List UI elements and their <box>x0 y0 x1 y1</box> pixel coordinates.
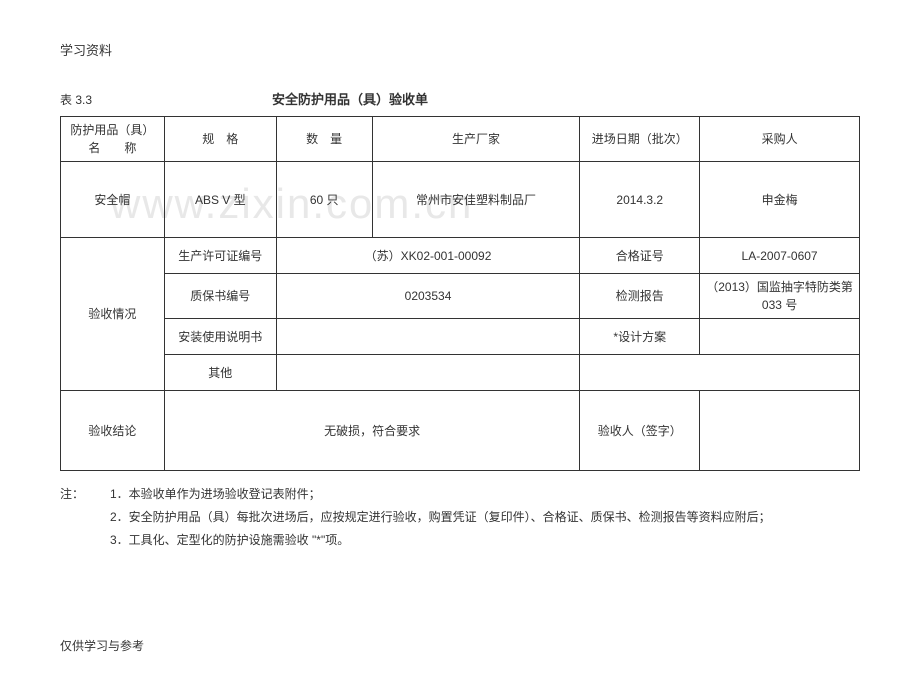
inspection-row-3: 安装使用说明书 *设计方案 <box>61 319 860 355</box>
sign-value <box>700 391 860 471</box>
notes-section: 注： 1．本验收单作为进场验收登记表附件； 2．安全防护用品（具）每批次进场后，… <box>60 483 860 551</box>
page-title: 安全防护用品（具）验收单 <box>272 89 428 108</box>
report-value: （2013）国监抽字特防类第 033 号 <box>700 274 860 319</box>
inspection-row-4: 其他 <box>61 355 860 391</box>
header-manufacturer: 生产厂家 <box>372 117 580 162</box>
other-value <box>276 355 580 391</box>
note-item-3: 3．工具化、定型化的防护设施需验收 "*"项。 <box>110 529 860 552</box>
header-date: 进场日期（批次） <box>580 117 700 162</box>
header-quantity: 数 量 <box>276 117 372 162</box>
sign-label: 验收人（签字） <box>580 391 700 471</box>
conclusion-value: 无破损，符合要求 <box>164 391 579 471</box>
notes-content: 1．本验收单作为进场验收登记表附件； 2．安全防护用品（具）每批次进场后，应按规… <box>110 483 860 551</box>
cell-manufacturer: 常州市安佳塑料制品厂 <box>372 162 580 238</box>
inspection-row-1: 验收情况 生产许可证编号 （苏）XK02-001-00092 合格证号 LA-2… <box>61 238 860 274</box>
conclusion-row: 验收结论 无破损，符合要求 验收人（签字） <box>61 391 860 471</box>
report-label: 检测报告 <box>580 274 700 319</box>
design-value <box>700 319 860 355</box>
cell-quantity: 60 只 <box>276 162 372 238</box>
header-spec: 规 格 <box>164 117 276 162</box>
manual-value <box>276 319 580 355</box>
notes-label: 注： <box>60 483 110 551</box>
note-item-2: 2．安全防护用品（具）每批次进场后，应按规定进行验收，购置凭证（复印件）、合格证… <box>110 506 860 529</box>
table-header-row: 防护用品（具）名 称 规 格 数 量 生产厂家 进场日期（批次） 采购人 <box>61 117 860 162</box>
empty-cell-1 <box>580 355 700 391</box>
cell-purchaser: 申金梅 <box>700 162 860 238</box>
cell-date: 2014.3.2 <box>580 162 700 238</box>
footer-text: 仅供学习与参考 <box>60 637 144 654</box>
inspection-label: 验收情况 <box>61 238 165 391</box>
license-label: 生产许可证编号 <box>164 238 276 274</box>
inspection-table: 防护用品（具）名 称 规 格 数 量 生产厂家 进场日期（批次） 采购人 安全帽… <box>60 116 860 471</box>
cert-label: 合格证号 <box>580 238 700 274</box>
table-data-row: 安全帽 ABS V 型 60 只 常州市安佳塑料制品厂 2014.3.2 申金梅 <box>61 162 860 238</box>
cell-spec: ABS V 型 <box>164 162 276 238</box>
design-label: *设计方案 <box>580 319 700 355</box>
empty-cell-2 <box>700 355 860 391</box>
table-number: 表 3.3 <box>60 91 92 108</box>
conclusion-label: 验收结论 <box>61 391 165 471</box>
title-row: 表 3.3 安全防护用品（具）验收单 <box>60 89 860 108</box>
header-text: 学习资料 <box>60 40 860 59</box>
warranty-label: 质保书编号 <box>164 274 276 319</box>
header-name: 防护用品（具）名 称 <box>61 117 165 162</box>
other-label: 其他 <box>164 355 276 391</box>
header-purchaser: 采购人 <box>700 117 860 162</box>
license-value: （苏）XK02-001-00092 <box>276 238 580 274</box>
manual-label: 安装使用说明书 <box>164 319 276 355</box>
cert-value: LA-2007-0607 <box>700 238 860 274</box>
note-item-1: 1．本验收单作为进场验收登记表附件； <box>110 483 860 506</box>
warranty-value: 0203534 <box>276 274 580 319</box>
cell-name: 安全帽 <box>61 162 165 238</box>
inspection-row-2: 质保书编号 0203534 检测报告 （2013）国监抽字特防类第 033 号 <box>61 274 860 319</box>
